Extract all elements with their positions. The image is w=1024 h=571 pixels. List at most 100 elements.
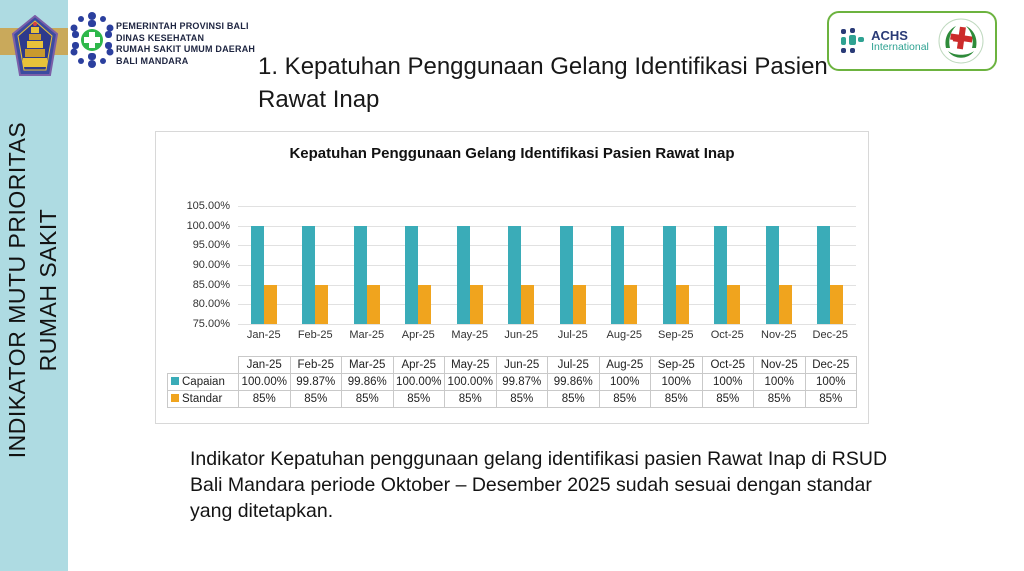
table-month-header: Jul-25: [547, 356, 600, 374]
bar-group-Apr-25: [393, 206, 445, 324]
bar-capaian-May-25: [456, 225, 470, 324]
table-value-cell: 99.86%: [547, 373, 600, 391]
gridline: [238, 225, 856, 227]
bar-capaian-Sep-25: [662, 225, 676, 324]
bar-standar-Oct-25: [727, 284, 741, 324]
chart-x-axis: Jan-25 Feb-25 Mar-25 Apr-25 May-25 Jun-25 Jul-…: [238, 329, 856, 341]
bar-standar-Jun-25: [521, 284, 535, 324]
table-value-cell: 85%: [238, 390, 291, 408]
x-tick-label: Sep-25: [658, 329, 694, 341]
bar-group-Jan-25: [238, 206, 290, 324]
table-value-cell: 85%: [547, 390, 600, 408]
bar-group-Jul-25: [547, 206, 599, 324]
bar-standar-Feb-25: [315, 284, 329, 324]
bar-standar-Nov-25: [778, 284, 792, 324]
gridline: [238, 304, 856, 306]
bar-group-Nov-25: [753, 206, 805, 324]
x-tick-label: Jun-25: [504, 329, 539, 341]
table-value-cell: 100%: [650, 373, 703, 391]
table-value-cell: 85%: [701, 390, 754, 408]
table-value-cell: 85%: [392, 390, 445, 408]
table-value-cell: 85%: [444, 390, 497, 408]
sidebar: INDIKATOR MUTU PRIORITAS RUMAH SAKIT: [0, 0, 68, 571]
x-tick-label: Oct-25: [710, 329, 744, 341]
sidebar-vertical-title: INDIKATOR MUTU PRIORITAS RUMAH SAKIT: [2, 60, 66, 520]
footer-commentary: Indikator Kepatuhan penggunaan gelang id…: [190, 448, 888, 522]
chart-data-table: Jan-25 Feb-25 Mar-25 Apr-25 May-25 Jun-25 Jul-…: [167, 356, 857, 408]
table-month-header: Sep-25: [650, 356, 703, 374]
table-value-cell: 99.87%: [289, 373, 342, 391]
x-tick-label: Mar-25: [349, 329, 385, 341]
legend-swatch-standar: [171, 394, 179, 402]
achs-logo: ACHS International: [840, 28, 929, 54]
x-tick-label: Jan-25: [246, 329, 281, 341]
table-month-header: Oct-25: [701, 356, 754, 374]
accreditation-box: ACHS International: [827, 11, 997, 71]
x-tick-label: Dec-25: [812, 329, 848, 341]
bar-standar-Dec-25: [830, 284, 844, 324]
bar-standar-Jan-25: [263, 284, 277, 324]
table-value-cell: 85%: [598, 390, 651, 408]
y-tick-label: 90.00%: [192, 259, 230, 271]
legend-label-capaian: Capaian: [167, 373, 239, 391]
table-value-cell: 100.00%: [238, 373, 291, 391]
table-month-header: Jan-25: [238, 356, 291, 374]
achs-subtitle: International: [871, 41, 929, 53]
table-value-cell: 100.00%: [444, 373, 497, 391]
bar-group-Dec-25: [805, 206, 857, 324]
sidebar-title-line1: INDIKATOR MUTU PRIORITAS: [4, 121, 30, 459]
table-month-header: Aug-25: [598, 356, 651, 374]
bali-emblem-icon: [12, 15, 58, 76]
x-tick-label: Nov-25: [761, 329, 797, 341]
bar-group-Oct-25: [702, 206, 754, 324]
gov-line-3: RUMAH SAKIT UMUM DAERAH: [116, 44, 256, 54]
bar-capaian-Aug-25: [611, 225, 625, 324]
table-value-cell: 100%: [753, 373, 806, 391]
bar-capaian-Feb-25: [302, 226, 316, 324]
x-tick-label: Jul-25: [557, 329, 588, 341]
y-tick-label: 95.00%: [192, 239, 230, 252]
gridline: [238, 206, 856, 207]
page-title: 1. Kepatuhan Penggunaan Gelang Identifik…: [258, 53, 828, 113]
bar-capaian-Dec-25: [817, 225, 831, 324]
bar-capaian-Mar-25: [353, 226, 367, 324]
bar-standar-Aug-25: [624, 284, 638, 324]
gridline: [238, 284, 856, 286]
gridline: [238, 245, 856, 247]
table-value-cell: 85%: [753, 390, 806, 408]
table-value-cell: 85%: [495, 390, 548, 408]
gov-line-2: DINAS KESEHATAN: [116, 32, 205, 43]
sidebar-title-line2: RUMAH SAKIT: [35, 208, 61, 372]
bar-group-Mar-25: [341, 206, 393, 324]
table-value-cell: 100%: [701, 373, 754, 391]
table-value-cell: 99.87%: [495, 373, 548, 391]
bar-group-Sep-25: [650, 206, 702, 324]
y-tick-label: 105.00%: [186, 200, 230, 212]
table-corner-cell: [167, 356, 239, 374]
bar-standar-May-25: [469, 284, 483, 324]
plot-area: [238, 206, 857, 325]
bar-group-Jun-25: [496, 206, 548, 324]
kars-logo-icon: [938, 18, 984, 64]
x-tick-label: May-25: [451, 329, 489, 341]
bar-capaian-Oct-25: [714, 225, 728, 324]
table-month-header: Apr-25: [392, 356, 445, 374]
table-value-cell: 100%: [804, 373, 857, 391]
table-month-header: Mar-25: [341, 356, 394, 374]
chart-title: Kepatuhan Penggunaan Gelang Identifikasi…: [289, 145, 735, 162]
bar-group-Aug-25: [599, 206, 651, 324]
x-tick-label: Feb-25: [297, 329, 333, 341]
table-value-cell: 85%: [650, 390, 703, 408]
bar-group-Feb-25: [290, 206, 342, 324]
bar-group-May-25: [444, 206, 496, 324]
bar-standar-Mar-25: [366, 284, 380, 324]
table-value-cell: 85%: [341, 390, 394, 408]
y-tick-label: 75.00%: [192, 318, 230, 330]
y-tick-label: 80.00%: [192, 298, 230, 311]
y-tick-label: 85.00%: [192, 278, 230, 291]
gov-line-4: BALI MANDARA: [116, 55, 189, 66]
bar-capaian-Nov-25: [765, 225, 779, 324]
achs-mark-icon: [841, 28, 865, 53]
legend-label-standar: Standar: [167, 390, 239, 408]
bar-standar-Apr-25: [418, 284, 432, 324]
